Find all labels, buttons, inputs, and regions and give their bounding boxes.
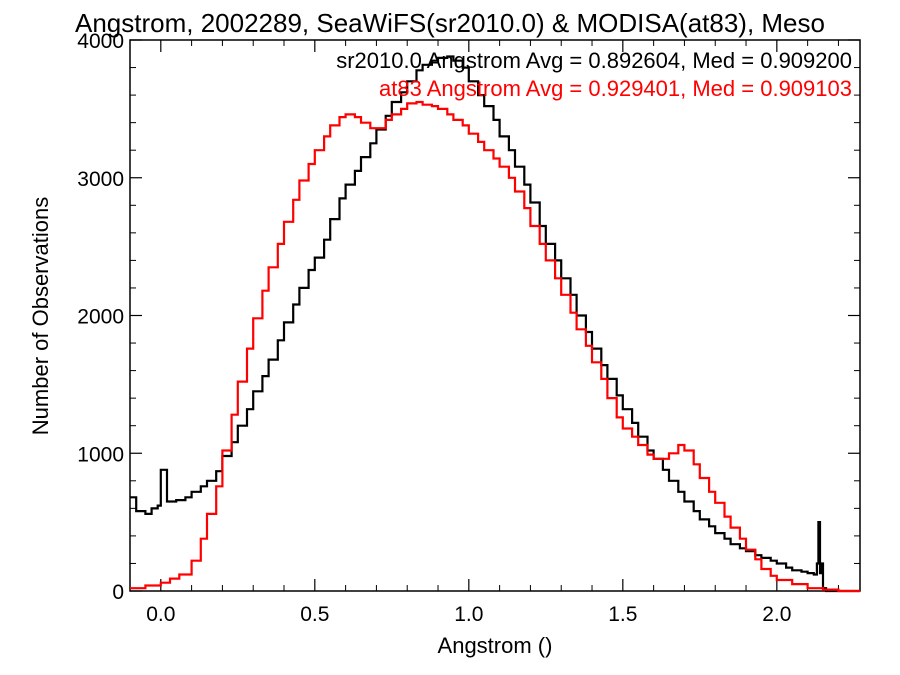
x-tick-label: 2.0	[762, 603, 791, 626]
plot-area: 0.0 0.5 1.0 1.5 2.0 0 1000 2000 3000 4000	[77, 30, 861, 626]
annotation-sr2010: sr2010.0 Angstrom Avg = 0.892604, Med = …	[336, 48, 852, 73]
x-tick-label: 1.5	[608, 603, 637, 626]
x-tick-label: 0.0	[146, 603, 175, 626]
y-tick-label: 0	[112, 581, 124, 604]
x-axis-label: Angstrom ()	[438, 633, 553, 658]
x-axis: 0.0 0.5 1.0 1.5 2.0	[129, 40, 839, 626]
y-axis: 0 1000 2000 3000 4000	[77, 30, 860, 604]
series-line-at83	[130, 100, 860, 593]
x-tick-label: 1.0	[454, 603, 483, 626]
annotation-at83: at83 Angstrom Avg = 0.929401, Med = 0.90…	[379, 76, 852, 101]
y-tick-label: 4000	[77, 30, 124, 53]
chart-title: Angstrom, 2002289, SeaWiFS(sr2010.0) & M…	[75, 8, 825, 38]
series-layer	[130, 55, 860, 593]
y-tick-label: 1000	[77, 443, 124, 466]
series-line-sr2010	[130, 55, 860, 593]
y-tick-label: 2000	[77, 306, 124, 329]
y-tick-label: 3000	[77, 168, 124, 191]
x-tick-label: 0.5	[300, 603, 329, 626]
y-axis-label: Number of Observations	[28, 197, 53, 435]
plot-frame	[129, 39, 861, 592]
